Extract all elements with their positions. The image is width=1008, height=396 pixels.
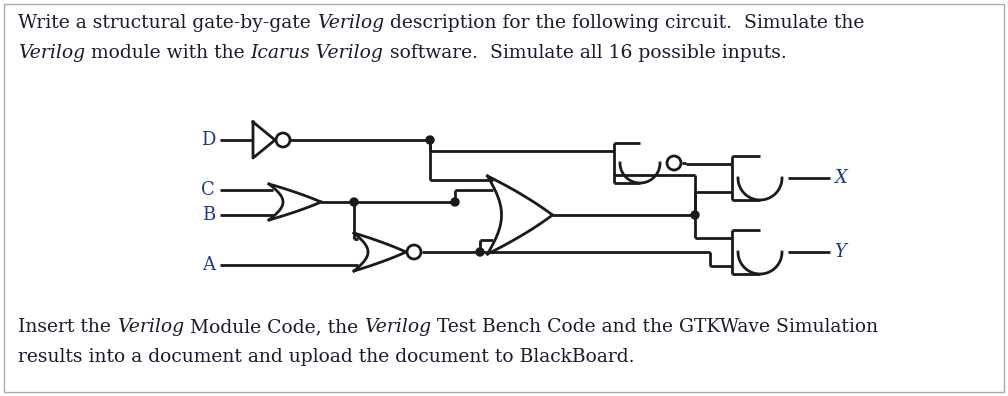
Text: Icarus Verilog: Icarus Verilog xyxy=(251,44,384,62)
Text: Verilog: Verilog xyxy=(364,318,431,336)
Text: Verilog: Verilog xyxy=(317,14,384,32)
Text: B: B xyxy=(202,206,215,224)
Text: description for the following circuit.  Simulate the: description for the following circuit. S… xyxy=(384,14,864,32)
Text: Module Code, the: Module Code, the xyxy=(184,318,364,336)
Text: Y: Y xyxy=(834,243,846,261)
Circle shape xyxy=(407,245,421,259)
Circle shape xyxy=(276,133,290,147)
Text: Insert the: Insert the xyxy=(18,318,117,336)
Circle shape xyxy=(691,211,699,219)
Text: D: D xyxy=(201,131,215,149)
Text: software.  Simulate all 16 possible inputs.: software. Simulate all 16 possible input… xyxy=(384,44,786,62)
Circle shape xyxy=(667,156,681,170)
Text: Verilog: Verilog xyxy=(18,44,85,62)
Circle shape xyxy=(426,136,434,144)
Circle shape xyxy=(350,198,358,206)
Text: module with the: module with the xyxy=(85,44,251,62)
Text: Test Bench Code and the GTKWave Simulation: Test Bench Code and the GTKWave Simulati… xyxy=(431,318,878,336)
Text: A: A xyxy=(202,256,215,274)
Text: Verilog: Verilog xyxy=(117,318,184,336)
Text: results into a document and upload the document to BlackBoard.: results into a document and upload the d… xyxy=(18,348,634,366)
Text: Write a structural gate-by-gate: Write a structural gate-by-gate xyxy=(18,14,317,32)
Circle shape xyxy=(476,248,484,256)
Circle shape xyxy=(451,198,459,206)
Text: C: C xyxy=(202,181,215,199)
Text: X: X xyxy=(834,169,847,187)
